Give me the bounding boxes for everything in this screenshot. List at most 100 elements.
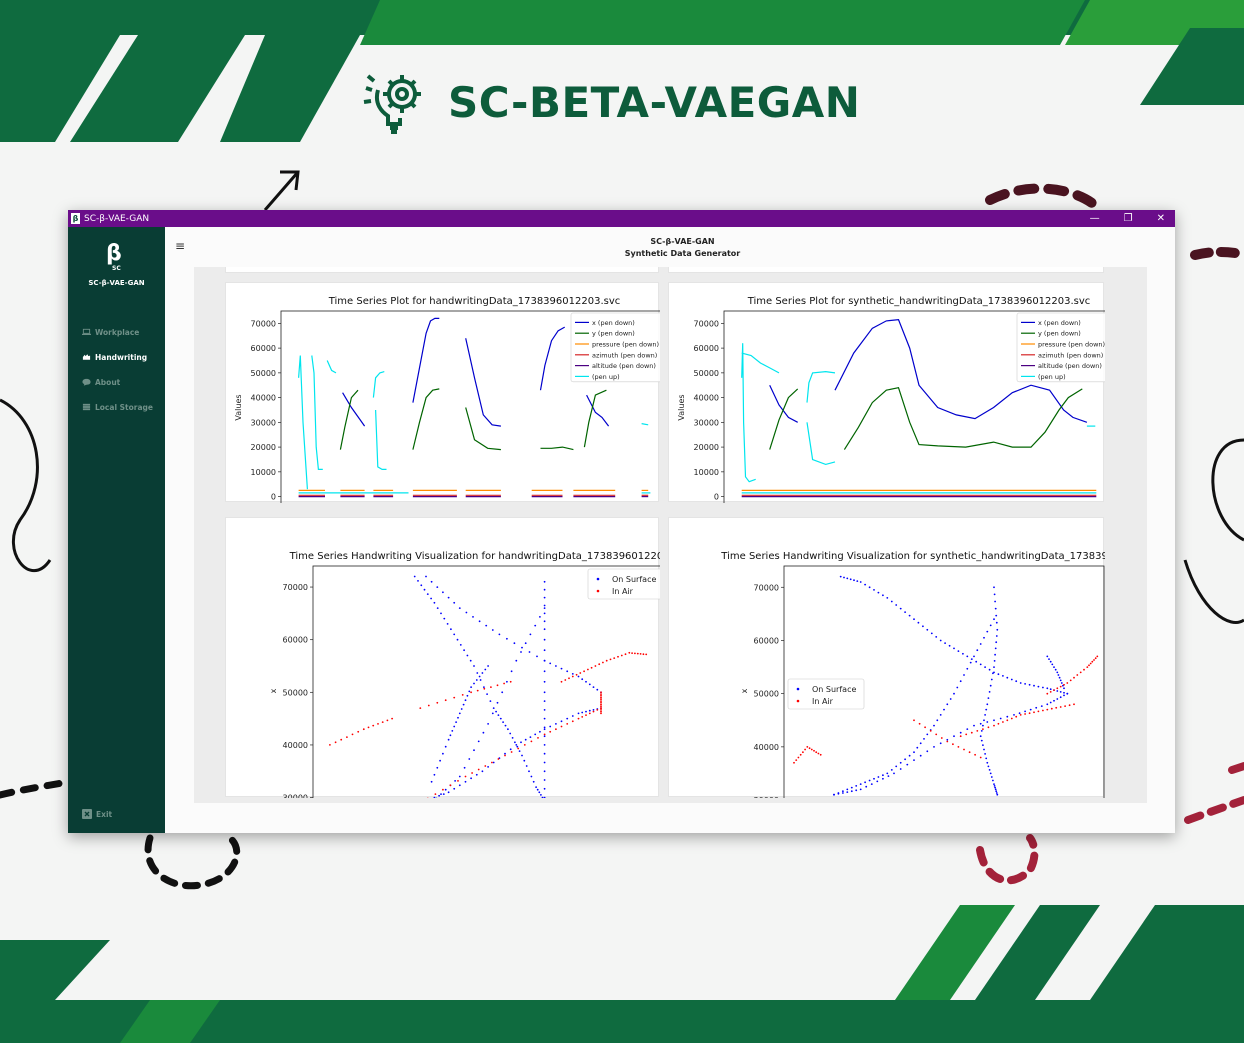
data-point xyxy=(873,777,875,780)
y-tick-label: 60000 xyxy=(283,636,308,645)
data-point xyxy=(985,757,988,760)
data-point xyxy=(455,721,457,723)
data-point xyxy=(524,642,527,645)
exit-button[interactable]: Exit xyxy=(82,807,112,821)
data-point xyxy=(442,591,444,594)
data-point xyxy=(443,617,446,620)
data-point xyxy=(1056,698,1059,700)
page-header: SC-β-VAE-GAN Synthetic Data Generator xyxy=(165,236,1175,260)
page-subtitle: Synthetic Data Generator xyxy=(624,249,741,258)
results-scroll-area[interactable]: Time Series Plot for handwritingData_173… xyxy=(194,267,1147,803)
data-point xyxy=(458,775,461,778)
data-point xyxy=(426,593,429,595)
series-line xyxy=(375,409,387,470)
data-point xyxy=(434,793,437,795)
data-point xyxy=(507,728,509,731)
data-point xyxy=(600,698,602,701)
data-point xyxy=(642,653,645,656)
data-point xyxy=(430,597,432,600)
data-point xyxy=(600,712,602,715)
brand-banner: SC-BETA-VAEGAN xyxy=(362,68,860,136)
data-point xyxy=(587,668,589,671)
original-timeseries-chart: Time Series Plot for handwritingData_173… xyxy=(234,296,669,528)
data-point xyxy=(1060,682,1063,684)
data-point xyxy=(444,745,447,748)
data-point xyxy=(924,726,926,729)
data-point xyxy=(1059,691,1062,693)
data-point xyxy=(491,629,494,631)
data-point xyxy=(628,651,631,654)
series-line xyxy=(769,384,798,423)
data-point xyxy=(895,765,898,768)
sidebar-item-local-storage[interactable]: Local Storage xyxy=(82,400,153,414)
data-point xyxy=(1057,674,1060,676)
legend-label: altitude (pen down) xyxy=(592,362,656,370)
data-point xyxy=(993,586,995,589)
series-line xyxy=(412,388,440,450)
data-point xyxy=(436,701,439,704)
data-point xyxy=(842,790,844,793)
data-point xyxy=(555,723,557,725)
data-point xyxy=(560,680,563,683)
close-button[interactable]: ✕ xyxy=(1156,213,1165,224)
restore-button[interactable]: ❐ xyxy=(1123,213,1133,224)
data-point xyxy=(585,680,587,683)
sidebar-item-handwriting[interactable]: Handwriting xyxy=(82,350,147,364)
data-point xyxy=(543,728,546,731)
chart-title: Time Series Handwriting Visualization fo… xyxy=(289,551,660,562)
data-point xyxy=(993,618,995,621)
data-point xyxy=(577,712,580,715)
data-point xyxy=(538,791,541,794)
data-point xyxy=(1089,662,1092,665)
data-point xyxy=(1056,671,1059,674)
data-point xyxy=(476,689,479,692)
chart-panel-synthetic-timeseries: Time Series Plot for synthetic_handwriti… xyxy=(668,282,1115,528)
data-point xyxy=(492,707,495,709)
data-point xyxy=(536,655,538,658)
data-point xyxy=(600,705,602,708)
data-point xyxy=(859,788,862,791)
data-point xyxy=(1051,663,1054,666)
minimize-button[interactable]: — xyxy=(1089,213,1100,224)
data-point xyxy=(986,630,989,633)
series-line xyxy=(465,338,501,427)
data-point xyxy=(509,732,512,735)
data-point xyxy=(933,746,935,748)
data-point xyxy=(543,779,546,781)
data-point xyxy=(464,780,467,783)
y-tick-label: 30000 xyxy=(251,418,276,427)
y-tick-label: 40000 xyxy=(251,394,276,403)
y-tick-label: 30000 xyxy=(754,796,779,798)
data-point xyxy=(600,700,602,702)
data-point xyxy=(1048,658,1050,660)
data-point xyxy=(993,785,996,787)
data-point xyxy=(528,770,530,773)
sidebar-item-label: Handwriting xyxy=(95,352,148,362)
y-tick-label: 50000 xyxy=(283,688,308,697)
data-point xyxy=(439,759,441,762)
data-point xyxy=(529,736,532,738)
sidebar-item-workplace[interactable]: Workplace xyxy=(82,325,139,339)
menu-icon[interactable]: ≡ xyxy=(175,239,186,253)
data-point xyxy=(634,652,636,655)
previous-panel xyxy=(668,267,1104,273)
data-point xyxy=(1006,719,1009,722)
sidebar-item-about[interactable]: About xyxy=(82,375,120,389)
data-point xyxy=(511,737,514,739)
data-point xyxy=(946,740,949,743)
data-point xyxy=(1028,712,1031,715)
data-point xyxy=(543,596,546,599)
data-point xyxy=(492,761,495,764)
chart-panel-original-timeseries: Time Series Plot for handwritingData_173… xyxy=(225,282,669,528)
data-point xyxy=(486,693,488,695)
data-point xyxy=(346,736,348,738)
plot-frame xyxy=(783,565,1105,803)
series-line xyxy=(326,360,337,374)
data-point xyxy=(588,683,591,686)
data-point xyxy=(451,730,454,732)
data-point xyxy=(600,707,602,709)
data-point xyxy=(992,779,994,782)
data-point xyxy=(523,759,526,762)
y-tick-label: 0 xyxy=(714,493,719,502)
data-point xyxy=(856,580,859,582)
